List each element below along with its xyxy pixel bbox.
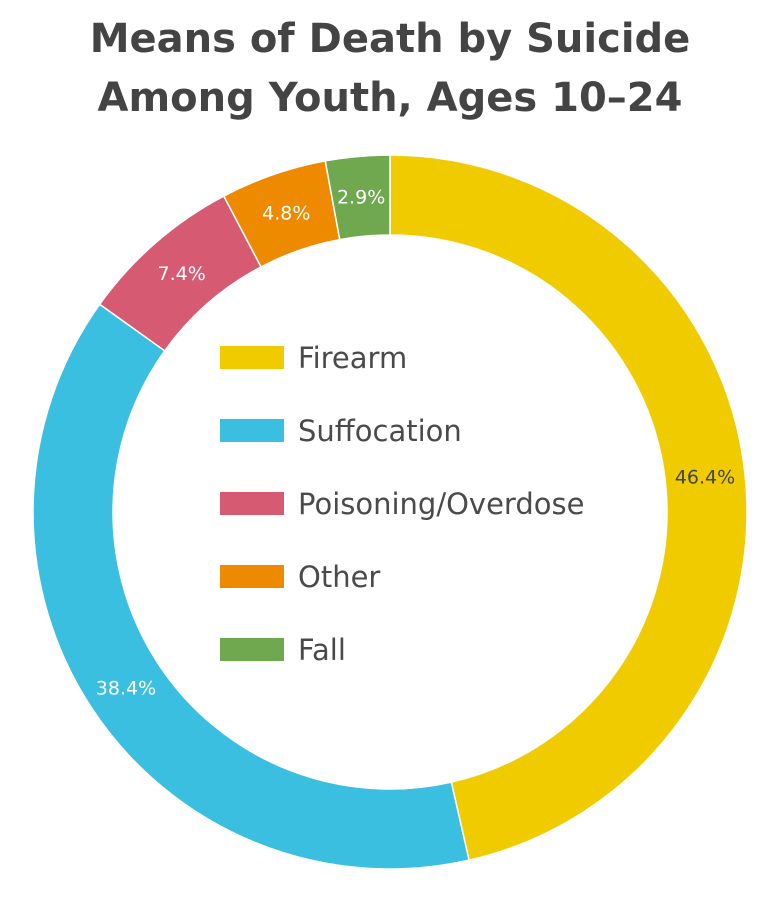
legend: Firearm Suffocation Poisoning/Overdose Othe… xyxy=(220,341,584,667)
legend-swatch-fall xyxy=(220,638,284,661)
legend-swatch-suffocation xyxy=(220,419,284,442)
legend-label-fall: Fall xyxy=(298,633,346,667)
legend-label-suffocation: Suffocation xyxy=(298,414,462,448)
slice-fall xyxy=(324,154,391,241)
legend-label-firearm: Firearm xyxy=(298,341,407,375)
legend-swatch-poisoning-overdose xyxy=(220,492,284,515)
legend-label-other: Other xyxy=(298,560,380,594)
slice-label-suffocation: 38.4% xyxy=(96,677,156,699)
slice-labels: 46.4% 38.4% 7.4% 4.8% 2.9% xyxy=(96,186,735,699)
donut-slices xyxy=(32,154,748,870)
slice-suffocation xyxy=(32,303,470,870)
slice-label-fall: 2.9% xyxy=(337,186,385,208)
slice-label-other: 4.8% xyxy=(262,202,310,224)
legend-label-poisoning-overdose: Poisoning/Overdose xyxy=(298,487,584,521)
chart-title-line-1: Means of Death by Suicide xyxy=(90,16,691,62)
chart-title-line-2: Among Youth, Ages 10–24 xyxy=(98,75,683,121)
legend-swatch-firearm xyxy=(220,346,284,369)
legend-swatch-other xyxy=(220,565,284,588)
slice-firearm xyxy=(389,154,748,862)
slice-label-firearm: 46.4% xyxy=(675,467,735,489)
slice-label-poisoning-overdose: 7.4% xyxy=(158,263,206,285)
